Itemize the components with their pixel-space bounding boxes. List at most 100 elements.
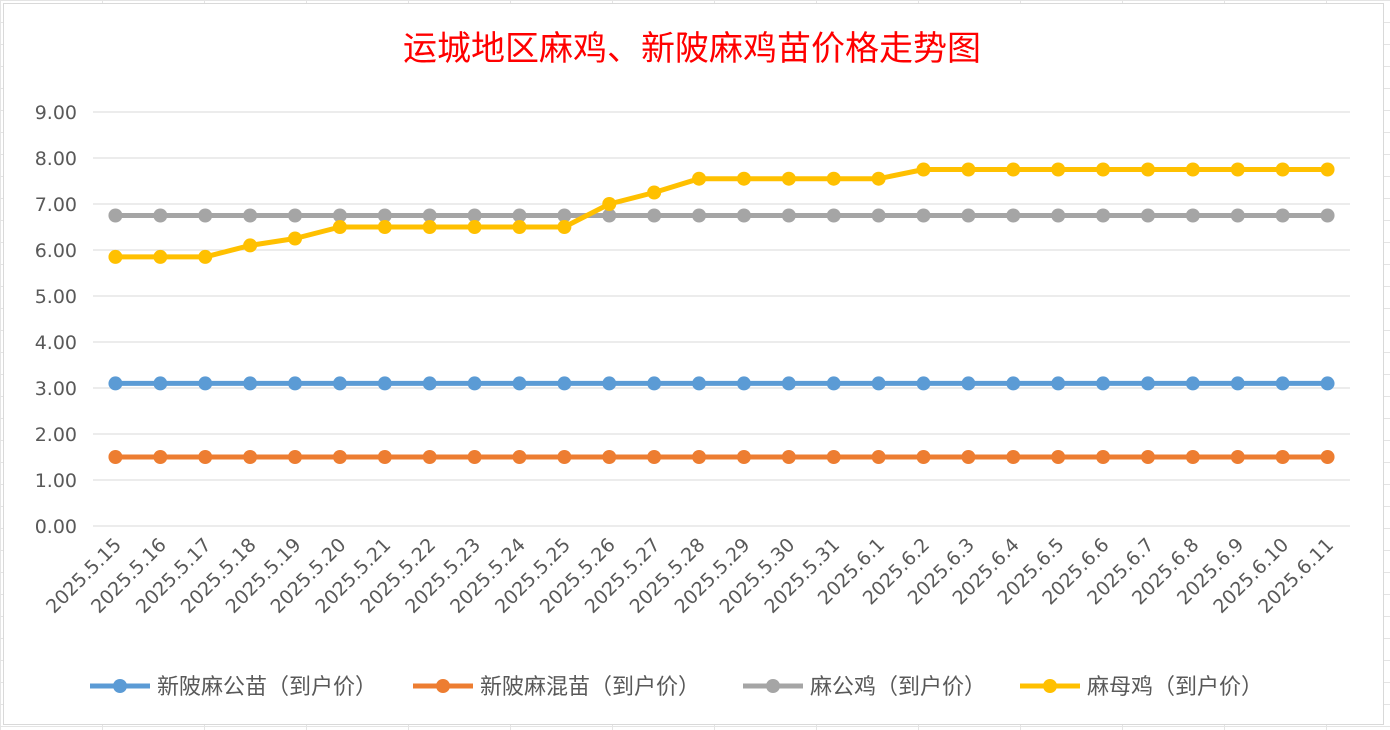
legend-item[interactable]: 麻母鸡（到户价） xyxy=(1020,675,1263,700)
y-tick-label: 6.00 xyxy=(35,240,77,262)
data-point xyxy=(692,208,707,223)
data-point xyxy=(1096,450,1111,464)
data-point xyxy=(198,376,213,391)
legend-label: 麻母鸡（到户价） xyxy=(1087,675,1263,700)
data-point xyxy=(1320,162,1335,177)
data-point xyxy=(961,162,976,177)
y-tick-label: 4.00 xyxy=(35,332,77,354)
data-point xyxy=(871,171,886,186)
data-point xyxy=(961,376,976,391)
data-point xyxy=(153,208,168,223)
data-point xyxy=(198,450,213,464)
series-4 xyxy=(108,162,1335,264)
data-point xyxy=(1140,376,1155,391)
data-point xyxy=(1140,162,1155,177)
data-point xyxy=(826,450,841,464)
data-point xyxy=(422,450,437,464)
data-point xyxy=(243,208,258,223)
data-point xyxy=(377,376,392,391)
data-point xyxy=(1185,208,1200,223)
y-tick-label: 7.00 xyxy=(35,194,77,216)
data-point xyxy=(647,376,662,391)
legend-swatch-marker xyxy=(113,679,127,693)
gridlines xyxy=(93,111,1350,527)
data-point xyxy=(288,376,303,391)
series-lines xyxy=(108,162,1335,464)
data-point xyxy=(826,376,841,391)
data-point xyxy=(736,208,751,223)
data-point xyxy=(512,376,527,391)
data-point xyxy=(557,450,572,464)
data-point xyxy=(1096,376,1111,391)
legend-item[interactable]: 新陂麻公苗（到户价） xyxy=(90,675,377,700)
legend-swatch-marker xyxy=(436,679,450,693)
data-point xyxy=(557,220,572,234)
legend-item[interactable]: 新陂麻混苗（到户价） xyxy=(413,675,700,700)
data-point xyxy=(557,208,572,223)
data-point xyxy=(1140,450,1155,464)
data-point xyxy=(153,249,168,264)
data-point xyxy=(1006,162,1021,177)
series-1 xyxy=(108,376,1335,391)
data-point xyxy=(243,238,258,253)
data-point xyxy=(512,220,527,234)
data-point xyxy=(692,376,707,391)
data-point xyxy=(916,450,931,464)
data-point xyxy=(602,208,617,223)
data-point xyxy=(332,376,347,391)
data-point xyxy=(692,171,707,186)
data-point xyxy=(647,450,662,464)
data-point xyxy=(332,220,347,234)
data-point xyxy=(1320,450,1335,464)
data-point xyxy=(1275,376,1290,391)
data-point xyxy=(377,450,392,464)
data-point xyxy=(647,208,662,223)
data-point xyxy=(916,376,931,391)
data-point xyxy=(198,208,213,223)
y-tick-label: 9.00 xyxy=(35,102,77,124)
data-point xyxy=(243,450,258,464)
data-point xyxy=(781,450,796,464)
data-point xyxy=(1275,450,1290,464)
data-point xyxy=(288,231,303,246)
legend-label: 麻公鸡（到户价） xyxy=(810,675,986,700)
data-point xyxy=(961,208,976,223)
data-point xyxy=(108,249,123,264)
chart-area[interactable] xyxy=(3,3,1384,725)
series-2 xyxy=(108,450,1335,464)
data-point xyxy=(512,450,527,464)
y-tick-label: 1.00 xyxy=(35,470,77,492)
legend-label: 新陂麻公苗（到户价） xyxy=(157,675,377,700)
data-point xyxy=(1275,208,1290,223)
data-point xyxy=(1006,208,1021,223)
data-point xyxy=(1185,450,1200,464)
data-point xyxy=(332,208,347,223)
data-point xyxy=(602,197,617,211)
data-point xyxy=(1185,376,1200,391)
data-point xyxy=(1006,376,1021,391)
data-point xyxy=(1051,450,1066,464)
data-point xyxy=(1096,208,1111,223)
data-point xyxy=(288,208,303,223)
data-point xyxy=(108,208,123,223)
data-point xyxy=(422,208,437,223)
data-point xyxy=(512,208,527,223)
data-point xyxy=(377,220,392,234)
y-axis-ticks: 0.00 1.00 2.00 3.00 4.00 5.00 6.00 7.00 8.00 9.00 xyxy=(35,102,77,538)
y-tick-label: 3.00 xyxy=(35,378,77,400)
data-point xyxy=(1051,208,1066,223)
data-point xyxy=(1096,162,1111,177)
data-point xyxy=(422,376,437,391)
y-tick-label: 0.00 xyxy=(35,516,77,538)
data-point xyxy=(1275,162,1290,177)
data-point xyxy=(781,171,796,186)
data-point xyxy=(647,185,662,200)
data-point xyxy=(1320,208,1335,223)
data-point xyxy=(916,208,931,223)
legend-item[interactable]: 麻公鸡（到户价） xyxy=(743,675,986,700)
data-point xyxy=(153,450,168,464)
data-point xyxy=(422,220,437,234)
data-point xyxy=(871,208,886,223)
data-point xyxy=(467,208,482,223)
